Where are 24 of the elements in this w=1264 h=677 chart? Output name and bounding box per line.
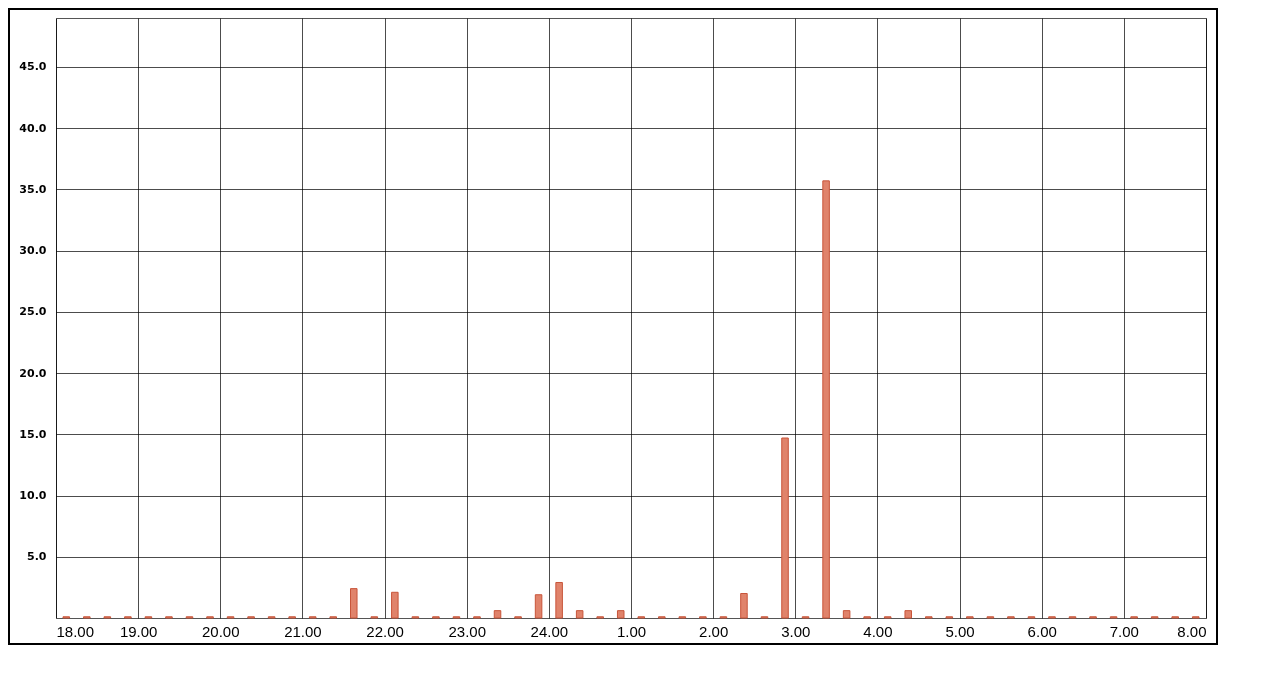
- x-tick-label: 5.00: [945, 622, 975, 640]
- x-tick-label: 20.00: [202, 622, 240, 640]
- y-tick-label: 25.0: [19, 305, 47, 319]
- y-tick-label: 15.0: [19, 427, 47, 441]
- x-tick-label: 18.00: [56, 622, 95, 640]
- x-tick-label: 24.00: [530, 622, 569, 640]
- y-tick-label: 20.0: [19, 366, 47, 380]
- x-tick-label: 21.00: [284, 622, 322, 640]
- y-tick-label: 5.0: [27, 550, 47, 564]
- x-tick-label: 1.00: [616, 622, 647, 640]
- x-tick-label: 23.00: [448, 622, 486, 640]
- x-tick-label: 4.00: [863, 622, 893, 640]
- y-tick-label: 40.0: [19, 121, 47, 135]
- x-tick-label: 22.00: [366, 622, 404, 640]
- x-tick-label: 8.00: [1177, 622, 1207, 640]
- x-tick-label: 19.00: [119, 622, 158, 640]
- x-tick-label: 7.00: [1109, 622, 1139, 640]
- x-tick-label: 6.00: [1027, 622, 1057, 640]
- x-tick-label: 3.00: [781, 622, 811, 640]
- y-tick-label: 10.0: [19, 489, 47, 503]
- x-tick-label: 2.00: [699, 622, 729, 640]
- y-tick-label: 30.0: [19, 244, 47, 258]
- y-tick-label: 35.0: [19, 182, 47, 196]
- y-tick-label: 45.0: [19, 60, 47, 74]
